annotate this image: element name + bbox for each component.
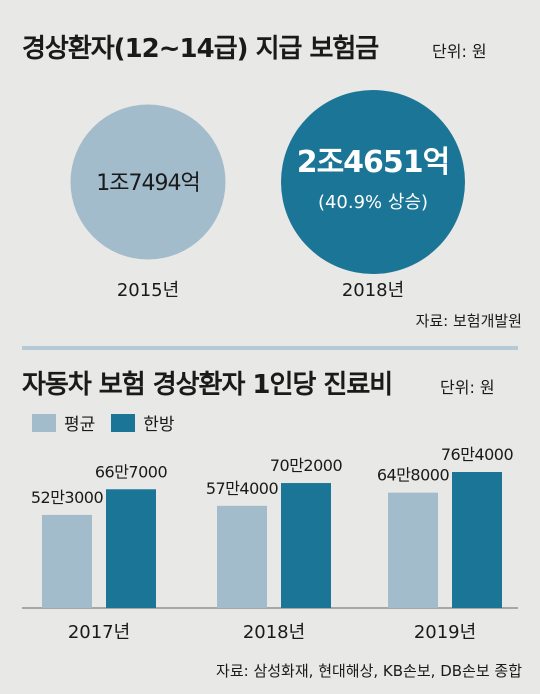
bubble-category-label-0: 2015년 xyxy=(117,280,179,301)
bubble-1 xyxy=(281,90,465,274)
legend-swatch-oriental xyxy=(111,413,136,432)
bubble-value-label-0: 1조7494억 xyxy=(96,171,199,196)
bar-value-label-1-1: 70만2000 xyxy=(270,456,343,475)
chart2-source: 자료: 삼성화재, 현대해상, KB손보, DB손보 종합 xyxy=(216,662,522,680)
legend-swatch-avg xyxy=(32,413,56,432)
bar-한방-0 xyxy=(106,489,156,608)
bubble-chart: 1조7494억 2015년 2조4651억 (40.9% 상승) 2018년 xyxy=(70,90,465,301)
chart1-source: 자료: 보험개발원 xyxy=(415,312,522,330)
legend-item-avg: 평균 xyxy=(32,410,95,435)
bar-value-label-1-2: 76만4000 xyxy=(441,445,514,464)
legend-item-oriental: 한방 xyxy=(111,410,175,435)
bar-value-label-0-2: 64만8000 xyxy=(377,466,450,485)
bar-chart: 52만3000 66만7000 2017년 57만4000 70만2000 2018년 64… xyxy=(22,445,518,643)
x-tick-label-0: 2017년 xyxy=(68,622,130,643)
bar-value-label-1-0: 66만7000 xyxy=(95,462,168,481)
chart2-title: 자동차 보험 경상환자 1인당 진료비 xyxy=(22,370,393,400)
x-tick-label-2: 2019년 xyxy=(414,622,476,643)
bubble-category-label-1: 2018년 xyxy=(342,280,404,301)
bar-한방-1 xyxy=(281,483,331,608)
bubble-annotation: (40.9% 상승) xyxy=(318,192,428,213)
bar-평균-0 xyxy=(42,514,92,608)
legend: 평균 한방 xyxy=(32,410,191,435)
bubble-0 xyxy=(70,104,226,260)
bar-평균-2 xyxy=(388,492,438,608)
bar-한방-2 xyxy=(452,472,502,608)
chart1-title: 경상환자(12~14급) 지급 보험금 xyxy=(22,34,379,64)
x-tick-label-1: 2018년 xyxy=(243,622,305,643)
bar-value-label-0-0: 52만3000 xyxy=(31,488,104,507)
chart2-unit: 단위: 원 xyxy=(440,378,495,397)
legend-label-avg: 평균 xyxy=(64,415,96,435)
section-divider xyxy=(22,346,518,350)
legend-label-oriental: 한방 xyxy=(143,415,175,435)
bar-평균-1 xyxy=(217,505,267,608)
chart1-unit: 단위: 원 xyxy=(432,42,487,61)
bar-value-label-0-1: 57만4000 xyxy=(206,479,279,498)
bubble-value-label-1: 2조4651억 xyxy=(297,145,450,180)
